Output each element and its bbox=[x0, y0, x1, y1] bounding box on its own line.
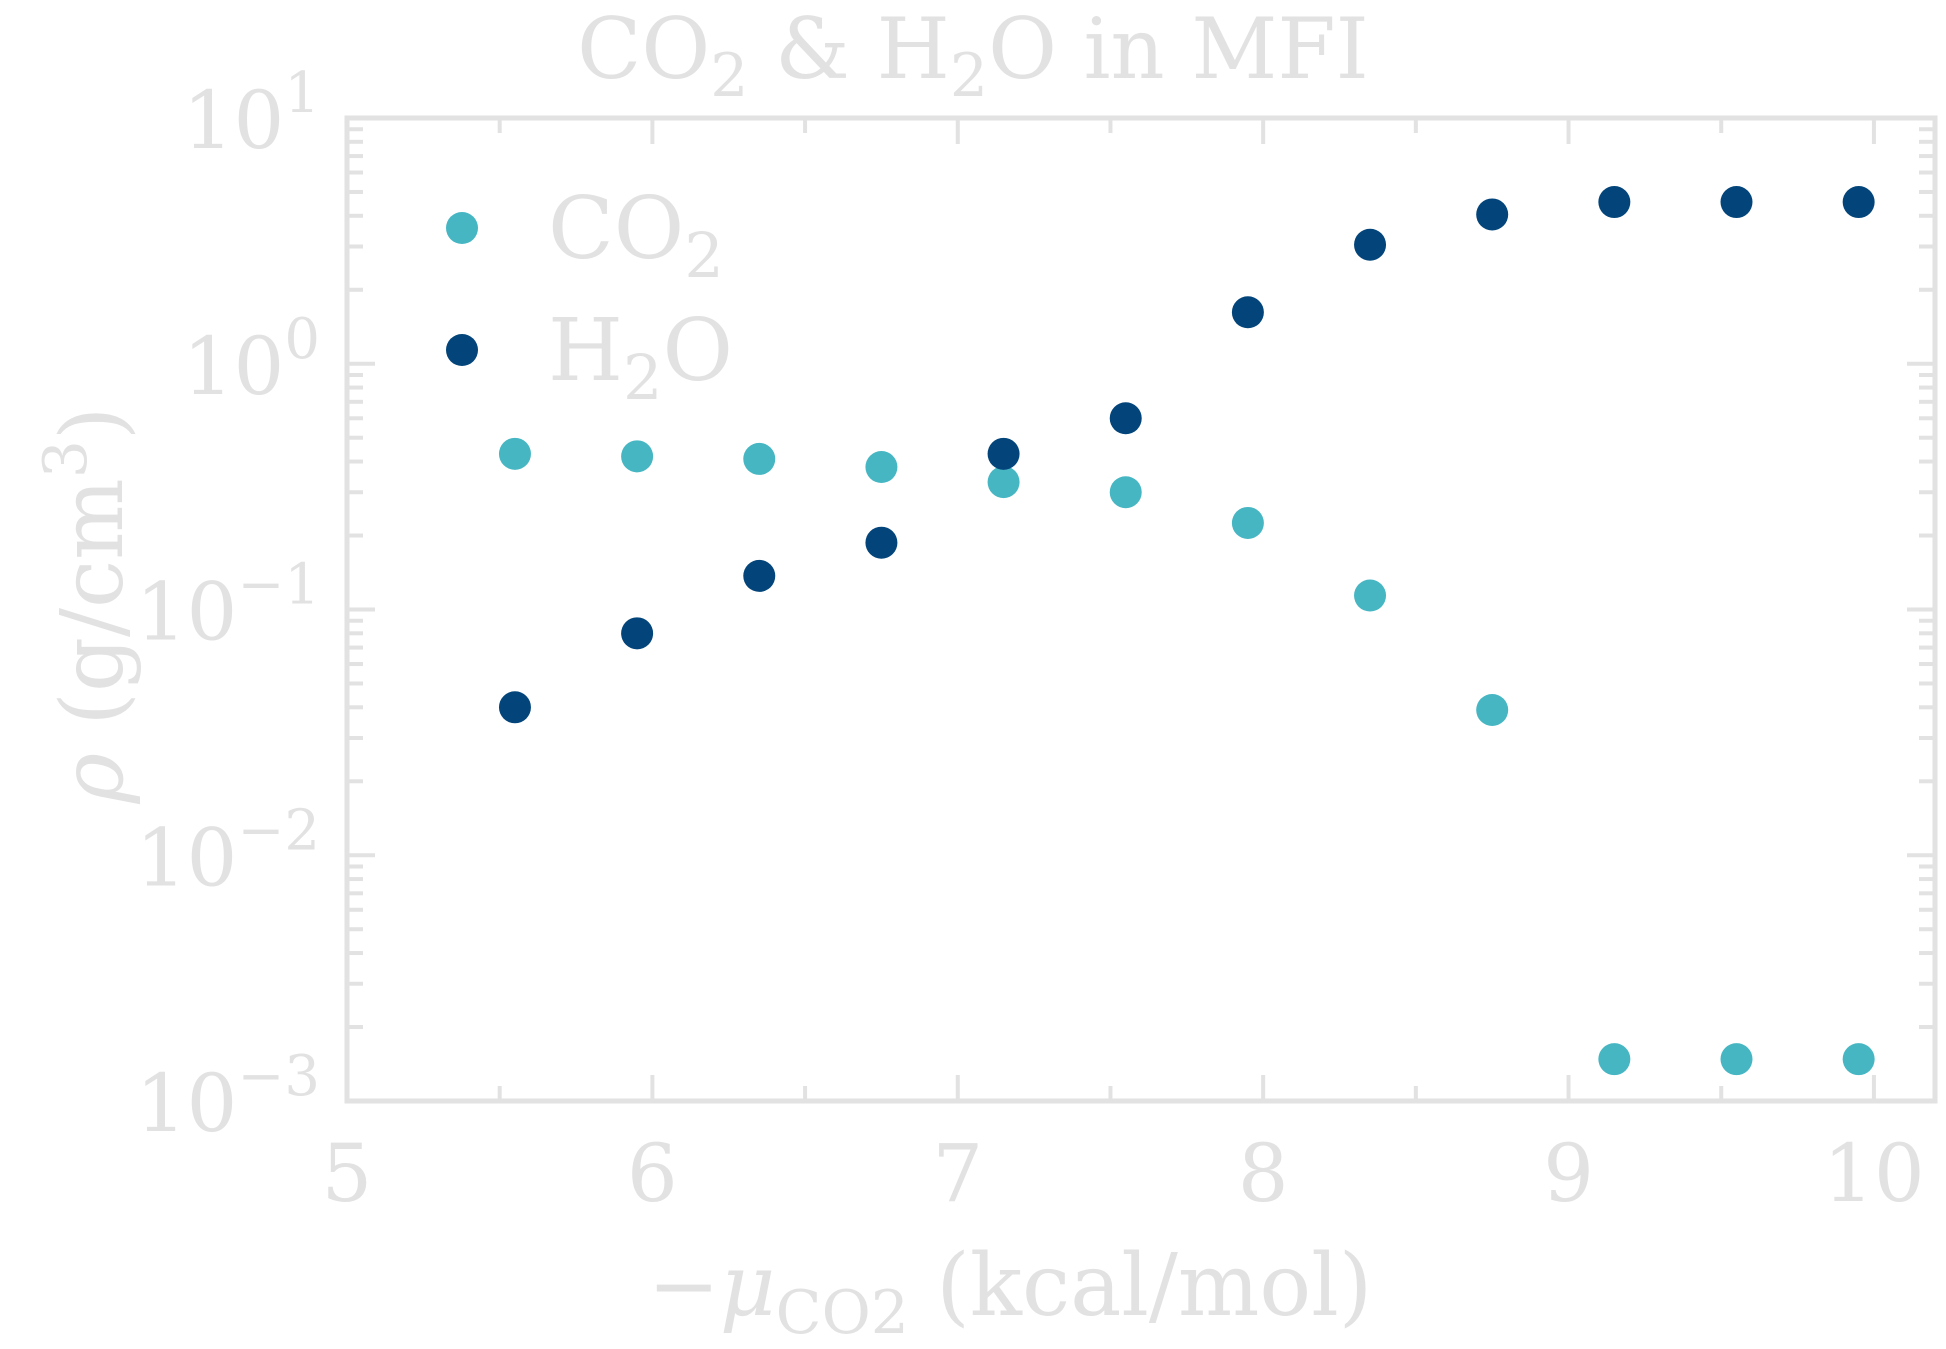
x-tick-label: 10 bbox=[1823, 1127, 1925, 1220]
y-tick-label: 101 bbox=[183, 61, 320, 167]
co2-point bbox=[865, 451, 898, 484]
series-h2o bbox=[498, 186, 1875, 724]
co2-point bbox=[1598, 1043, 1631, 1076]
data-points bbox=[498, 186, 1875, 1076]
h2o-point bbox=[1231, 296, 1264, 329]
x-axis-tick-labels: 5 6 7 8 9 10 bbox=[322, 1127, 1925, 1220]
y-tick-label: 100 bbox=[183, 307, 320, 413]
co2-point bbox=[1720, 1043, 1753, 1076]
legend-item-h2o: H2O bbox=[446, 301, 733, 414]
co2-point bbox=[1109, 476, 1142, 509]
co2-point bbox=[987, 466, 1020, 499]
h2o-point bbox=[987, 437, 1020, 470]
y-axis-ticks bbox=[347, 116, 1935, 1103]
h2o-point bbox=[1720, 186, 1753, 219]
co2-point bbox=[1842, 1043, 1875, 1076]
h2o-point bbox=[743, 559, 776, 592]
co2-point bbox=[498, 437, 531, 470]
h2o-point bbox=[1842, 186, 1875, 219]
legend-marker-h2o bbox=[446, 334, 478, 366]
y-axis-label: ρ (g/cm3) bbox=[31, 407, 143, 805]
h2o-point bbox=[1598, 186, 1631, 219]
x-axis-ticks bbox=[345, 118, 1876, 1101]
co2-point bbox=[1354, 579, 1387, 612]
h2o-point bbox=[621, 617, 654, 650]
y-tick-label: 10−3 bbox=[136, 1044, 320, 1150]
series-co2 bbox=[498, 437, 1875, 1076]
x-tick-label: 5 bbox=[322, 1127, 373, 1220]
x-tick-label: 8 bbox=[1238, 1127, 1289, 1220]
h2o-point bbox=[1476, 198, 1509, 231]
co2-point bbox=[1231, 506, 1264, 539]
y-tick-label: 10−2 bbox=[136, 798, 320, 904]
co2-point bbox=[1476, 693, 1509, 726]
x-tick-label: 9 bbox=[1543, 1127, 1594, 1220]
h2o-point bbox=[1109, 402, 1142, 435]
x-tick-label: 6 bbox=[627, 1127, 678, 1220]
legend-marker-co2 bbox=[446, 212, 478, 244]
chart-title: CO2 & H2O in MFI bbox=[577, 0, 1369, 111]
h2o-point bbox=[498, 691, 531, 724]
legend-item-co2: CO2 bbox=[446, 179, 724, 292]
x-axis-label: −μCO2 (kcal/mol) bbox=[648, 1236, 1373, 1348]
co2-point bbox=[743, 442, 776, 475]
y-axis-tick-labels: 101 100 10−1 10−2 10−3 bbox=[136, 61, 320, 1150]
h2o-point bbox=[865, 526, 898, 559]
h2o-point bbox=[1354, 228, 1387, 261]
y-tick-label: 10−1 bbox=[136, 553, 320, 659]
legend-label-co2: CO2 bbox=[548, 179, 724, 292]
co2-point bbox=[621, 440, 654, 473]
x-tick-label: 7 bbox=[932, 1127, 983, 1220]
legend-label-h2o: H2O bbox=[548, 301, 733, 414]
